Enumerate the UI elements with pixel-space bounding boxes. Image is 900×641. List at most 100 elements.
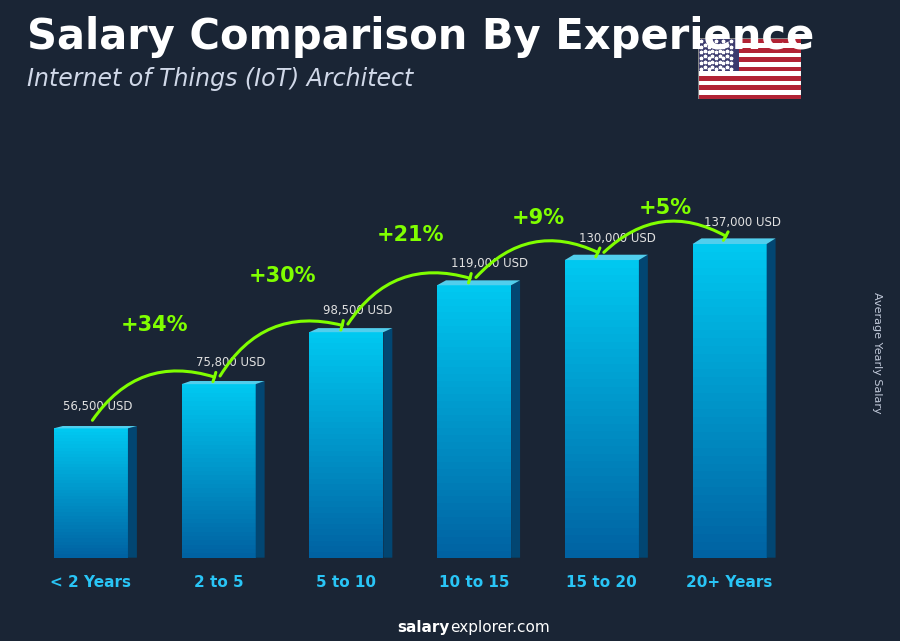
- Bar: [310, 434, 383, 439]
- Text: 56,500 USD: 56,500 USD: [63, 400, 132, 413]
- Bar: [182, 436, 256, 440]
- Bar: [310, 490, 383, 495]
- Bar: [310, 456, 383, 462]
- Bar: [54, 512, 128, 515]
- Bar: [54, 487, 128, 490]
- Bar: [310, 518, 383, 524]
- Bar: [437, 510, 511, 517]
- Bar: [54, 522, 128, 526]
- Bar: [54, 461, 128, 464]
- Bar: [182, 488, 256, 492]
- Bar: [565, 431, 639, 438]
- Bar: [565, 446, 639, 454]
- Bar: [565, 312, 639, 320]
- Bar: [565, 379, 639, 387]
- Bar: [54, 532, 128, 535]
- Bar: [692, 330, 767, 338]
- Bar: [698, 38, 739, 71]
- Polygon shape: [383, 328, 392, 558]
- Bar: [182, 384, 256, 388]
- Text: Internet of Things (IoT) Architect: Internet of Things (IoT) Architect: [27, 67, 413, 91]
- Bar: [54, 535, 128, 538]
- Bar: [698, 38, 801, 43]
- Bar: [182, 397, 256, 401]
- Bar: [310, 354, 383, 360]
- Bar: [310, 411, 383, 417]
- Bar: [692, 378, 767, 385]
- Bar: [54, 451, 128, 454]
- Text: explorer.com: explorer.com: [450, 620, 550, 635]
- Bar: [565, 416, 639, 424]
- Bar: [565, 535, 639, 543]
- Bar: [565, 491, 639, 498]
- Bar: [692, 369, 767, 378]
- Bar: [692, 479, 767, 487]
- Bar: [310, 535, 383, 541]
- Polygon shape: [767, 238, 776, 558]
- Bar: [54, 435, 128, 438]
- Bar: [692, 346, 767, 354]
- Bar: [565, 461, 639, 469]
- Bar: [692, 432, 767, 440]
- Bar: [437, 415, 511, 422]
- Bar: [565, 357, 639, 364]
- Bar: [54, 496, 128, 499]
- Bar: [565, 267, 639, 275]
- Text: 130,000 USD: 130,000 USD: [579, 231, 656, 245]
- Bar: [437, 490, 511, 496]
- Bar: [310, 372, 383, 378]
- Bar: [565, 424, 639, 431]
- Bar: [437, 517, 511, 524]
- Bar: [698, 90, 801, 95]
- Bar: [182, 471, 256, 475]
- Bar: [692, 487, 767, 495]
- Bar: [565, 320, 639, 327]
- Bar: [698, 85, 801, 90]
- Bar: [182, 445, 256, 449]
- Bar: [437, 496, 511, 503]
- Bar: [182, 428, 256, 432]
- Bar: [565, 476, 639, 483]
- Text: +9%: +9%: [511, 208, 564, 228]
- Bar: [310, 473, 383, 479]
- Bar: [54, 499, 128, 503]
- Bar: [692, 291, 767, 299]
- Bar: [54, 477, 128, 480]
- Bar: [698, 48, 801, 53]
- Bar: [692, 503, 767, 511]
- Bar: [437, 435, 511, 442]
- Bar: [54, 506, 128, 509]
- Bar: [692, 495, 767, 503]
- Bar: [182, 549, 256, 553]
- Bar: [692, 322, 767, 330]
- Bar: [692, 440, 767, 448]
- Text: 20+ Years: 20+ Years: [687, 575, 773, 590]
- Bar: [310, 507, 383, 513]
- Bar: [54, 493, 128, 496]
- Bar: [565, 297, 639, 304]
- Bar: [437, 469, 511, 476]
- Bar: [54, 551, 128, 554]
- Bar: [437, 353, 511, 360]
- Bar: [310, 388, 383, 394]
- Bar: [565, 290, 639, 297]
- Bar: [182, 553, 256, 558]
- Bar: [692, 338, 767, 346]
- Bar: [182, 388, 256, 393]
- Bar: [54, 467, 128, 470]
- Bar: [565, 327, 639, 335]
- Bar: [310, 422, 383, 428]
- Bar: [692, 511, 767, 519]
- Bar: [437, 360, 511, 367]
- Bar: [692, 519, 767, 526]
- Text: < 2 Years: < 2 Years: [50, 575, 131, 590]
- Bar: [698, 62, 801, 67]
- Text: 137,000 USD: 137,000 USD: [704, 215, 781, 229]
- Bar: [182, 492, 256, 497]
- Bar: [54, 464, 128, 467]
- Bar: [437, 381, 511, 387]
- Bar: [437, 347, 511, 353]
- Bar: [437, 333, 511, 340]
- Bar: [310, 462, 383, 467]
- Text: 98,500 USD: 98,500 USD: [323, 304, 393, 317]
